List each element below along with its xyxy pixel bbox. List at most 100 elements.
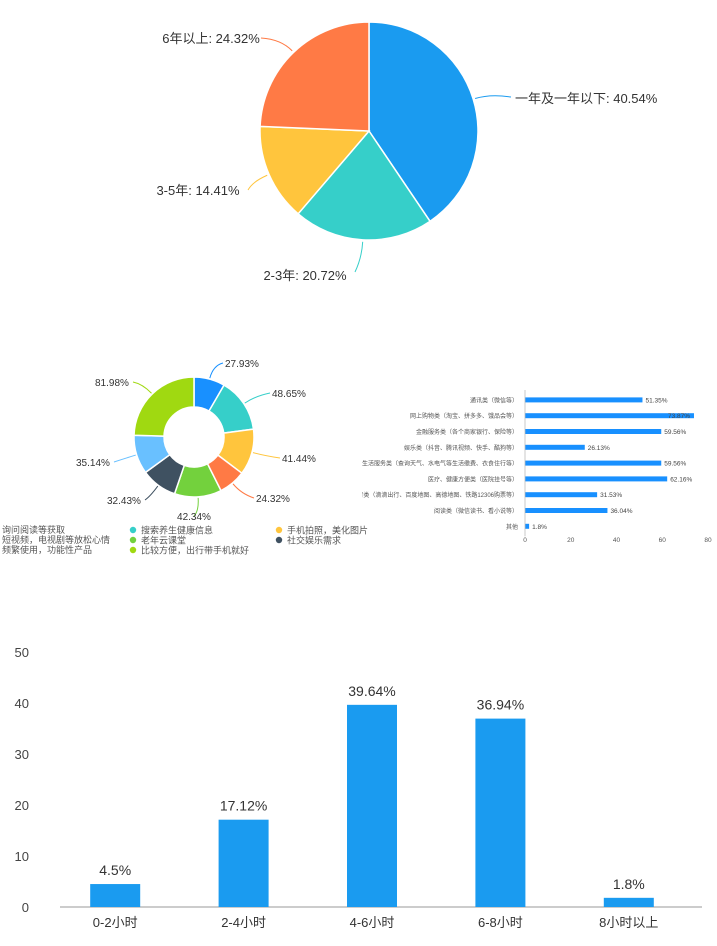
hbar — [525, 413, 694, 419]
hbar-category-label: 阅读类（微信读书、看小说等） — [434, 507, 518, 515]
hbar-value-label: 36.04% — [610, 508, 632, 515]
hbar-category-label: 网上购物类（淘宝、拼多多、饿品会等） — [410, 412, 518, 420]
donut-slice-label: 81.98% — [95, 378, 129, 389]
hbar-x-tick-label: 80 — [704, 537, 712, 544]
donut-slice-label: 24.32% — [256, 494, 290, 505]
legend-marker — [275, 536, 283, 544]
legend-marker — [129, 536, 137, 544]
pie-slice-label: 3-5年: 14.41% — [156, 183, 240, 198]
legend-marker — [275, 526, 283, 534]
app-type-bar-chart: 通讯类（微信等） 网上购物类（淘宝、拼多多、饿品会等） 金融服务类（各个商家银行、保… — [351, 390, 712, 544]
pie-leader-line — [260, 37, 293, 52]
hbar-value-label: 1.8% — [532, 524, 547, 531]
pie-slice-label: 2-3年: 20.72% — [263, 268, 347, 283]
x-tick-label: 2-4小时 — [221, 915, 266, 930]
usage-donut-chart: 27.93% 48.65% 41.44% 24.32% 42.34% 32.43% 35.1… — [2, 359, 368, 556]
hbar — [525, 397, 643, 403]
legend-text: 搜索养生健康信息 — [141, 525, 213, 536]
donut-slice — [133, 376, 195, 437]
hbar-category-label: 其他 — [506, 523, 518, 531]
bar — [347, 704, 397, 907]
pie-slice — [259, 21, 370, 132]
bar-value-label: 17.12% — [220, 798, 267, 814]
hbar-value-label: 59.56% — [664, 429, 686, 436]
tenure-pie-chart: 一年及一年以下: 40.54% 2-3年: 20.72% 3-5年: 14.41% 6… — [156, 21, 658, 283]
bar — [218, 819, 269, 907]
bar-value-label: 1.8% — [613, 876, 645, 892]
hbar-value-label: 62.16% — [670, 476, 692, 483]
hbar-x-tick-label: 20 — [567, 537, 575, 544]
hbar-category-label: 通讯类（微信等） — [470, 396, 518, 404]
donut-leader-line — [232, 483, 255, 499]
donut-leader-line — [252, 452, 281, 459]
donut-leader-line — [193, 497, 199, 517]
donut-leader-line — [209, 362, 224, 379]
bar — [475, 718, 526, 907]
x-tick-label: 0-2小时 — [93, 915, 138, 930]
hbar — [525, 508, 608, 513]
legend-text: 手机拍照，美化图片 — [287, 525, 368, 536]
bar-value-label: 36.94% — [477, 697, 524, 713]
donut-slice-label: 42.34% — [177, 512, 211, 523]
legend-text: 比较方便，出行带手机就好 — [141, 545, 249, 556]
donut-leader-line — [132, 381, 152, 394]
legend-text: 短视频，电视剧等放松心情 — [2, 534, 110, 545]
hbar-category-label: 生活服务类（查询天气、水电气等生活缴费、衣食住行等） — [362, 460, 518, 468]
pie-slice-label: 一年及一年以下: 40.54% — [515, 91, 658, 106]
hbar-x-tick-label: 40 — [613, 537, 621, 544]
donut-leader-line — [144, 485, 159, 501]
pie-slice — [259, 125, 371, 215]
hbar-category-label: 金融服务类（各个商家银行、保险等） — [416, 428, 518, 436]
screen-time-bar-chart: 0 10 20 30 40 50 4.5% 0-2小时 17.12% 2-4小时 39.64% 4-6… — [15, 645, 702, 930]
hbar — [525, 444, 585, 450]
category-labels: 通讯类（微信等） 网上购物类（淘宝、拼多多、饿品会等） 金融服务类（各个商家银行、保… — [351, 396, 518, 531]
y-tick-label: 30 — [15, 747, 29, 762]
hbar-value-label: 73.87% — [668, 413, 690, 420]
hbar-x-tick-label: 60 — [659, 537, 667, 544]
legend-marker — [129, 526, 137, 534]
hbar — [525, 476, 668, 482]
hbar-category-label: 医疗、健康方便类（医院挂号等） — [428, 475, 518, 483]
donut-slice-label: 27.93% — [225, 359, 259, 370]
pie-slice-label: 6年以上: 24.32% — [162, 31, 260, 46]
bar — [90, 884, 141, 907]
legend-marker — [129, 546, 137, 554]
x-tick-label: 8小时以上 — [599, 915, 658, 930]
x-tick-label: 4-6小时 — [350, 915, 395, 930]
hbar-value-label: 51.35% — [645, 397, 667, 404]
y-tick-label: 40 — [15, 696, 29, 711]
hbar-x-tick-label: 0 — [523, 537, 527, 544]
y-tick-label: 50 — [15, 645, 29, 660]
legend-text: 频繁使用，功能性产品 — [2, 544, 92, 555]
hbar-value-label: 31.53% — [600, 492, 622, 499]
hbar-category-label: 出行类（滴滴出行、百度地图、高德地图、铁路12306购票等） — [351, 491, 518, 499]
legend-text: 老年云课堂 — [141, 535, 186, 546]
pie-leader-line — [247, 174, 268, 191]
bar-value-label: 4.5% — [99, 862, 131, 878]
y-tick-label: 10 — [15, 849, 29, 864]
donut-slice-label: 32.43% — [107, 496, 141, 507]
donut-slice-label: 48.65% — [272, 389, 306, 400]
legend-text: 询问阅读等获取 — [2, 524, 65, 535]
donut-leader-line — [113, 454, 136, 463]
donut-leader-line — [244, 392, 271, 404]
pie-leader-line — [354, 241, 364, 273]
hbar-value-label: 26.13% — [588, 445, 610, 452]
pie-leader-line — [474, 95, 512, 99]
y-tick-label: 0 — [22, 900, 29, 915]
x-tick-label: 6-8小时 — [478, 915, 523, 930]
hbar — [525, 492, 598, 498]
y-tick-label: 20 — [15, 798, 29, 813]
donut-slice-label: 41.44% — [282, 454, 316, 465]
legend-text: 社交娱乐需求 — [287, 535, 341, 546]
hbar-value-label: 59.56% — [664, 461, 686, 468]
hbar — [525, 523, 530, 529]
hbar — [525, 429, 662, 434]
hbar-category-label: 娱乐类（抖音、腾讯视频、快手、酷狗等） — [404, 444, 518, 452]
bar-value-label: 39.64% — [348, 683, 395, 699]
pie-slice — [368, 21, 479, 223]
hbar — [525, 460, 662, 466]
bar — [603, 897, 654, 907]
